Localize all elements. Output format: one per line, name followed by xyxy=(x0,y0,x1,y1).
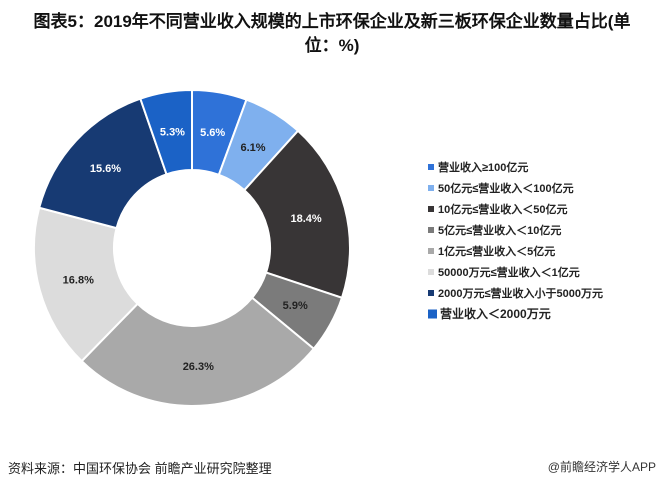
slice-8-label: 5.3% xyxy=(160,127,185,139)
slice-5-label: 26.3% xyxy=(183,361,214,373)
chart-title-line-1: 图表5：2019年不同营业收入规模的上市环保企业及新三板环保企业数量占比(单 xyxy=(33,12,631,31)
slice-5 xyxy=(80,296,316,407)
slice-6-label: 16.8% xyxy=(63,274,94,286)
slice-2-label: 6.1% xyxy=(240,142,265,154)
legend-label-7: 2000万元≤营业收入小于5000万元 xyxy=(438,286,603,300)
legend-label-4: 5亿元≤营业收入＜10亿元 xyxy=(438,223,561,237)
chart-title-line-2: 位：%) xyxy=(304,36,360,55)
legend-label-1: 营业收入≥100亿元 xyxy=(438,160,528,174)
chart-title: 图表5：2019年不同营业收入规模的上市环保企业及新三板环保企业数量占比(单 位… xyxy=(0,10,664,58)
legend: 营业收入≥100亿元 50亿元≤营业收入＜100亿元 10亿元≤营业收入＜50亿元 5… xyxy=(428,160,603,321)
slice-3 xyxy=(242,129,351,300)
slice-8 xyxy=(139,88,193,176)
data-labels: 5.6% 6.1% 18.4% 5.9% 26.3% 16.8% 15.6% 5.3% xyxy=(63,127,322,373)
legend-swatch-8 xyxy=(428,309,437,319)
slice-4-label: 5.9% xyxy=(283,300,308,312)
brand-label: @前瞻经济学人APP xyxy=(547,460,656,474)
slice-7-label: 15.6% xyxy=(90,163,121,175)
legend-swatch-5 xyxy=(428,248,434,254)
legend-swatch-1 xyxy=(428,164,434,170)
legend-label-2: 50亿元≤营业收入＜100亿元 xyxy=(438,181,574,195)
legend-swatch-6 xyxy=(428,269,434,275)
slice-3-label: 18.4% xyxy=(291,213,322,225)
slice-1-label: 5.6% xyxy=(200,127,225,139)
legend-swatch-7 xyxy=(428,290,434,296)
legend-label-5: 1亿元≤营业收入＜5亿元 xyxy=(438,244,555,258)
legend-label-8: 营业收入＜2000万元 xyxy=(440,306,551,321)
donut-slices xyxy=(33,88,351,407)
legend-swatch-3 xyxy=(428,206,434,212)
legend-label-6: 50000万元≤营业收入＜1亿元 xyxy=(438,265,580,279)
legend-swatch-4 xyxy=(428,227,434,233)
source-note: 资料来源：中国环保协会 前瞻产业研究院整理 xyxy=(8,461,272,476)
legend-swatch-2 xyxy=(428,185,434,191)
legend-label-3: 10亿元≤营业收入＜50亿元 xyxy=(438,202,568,216)
